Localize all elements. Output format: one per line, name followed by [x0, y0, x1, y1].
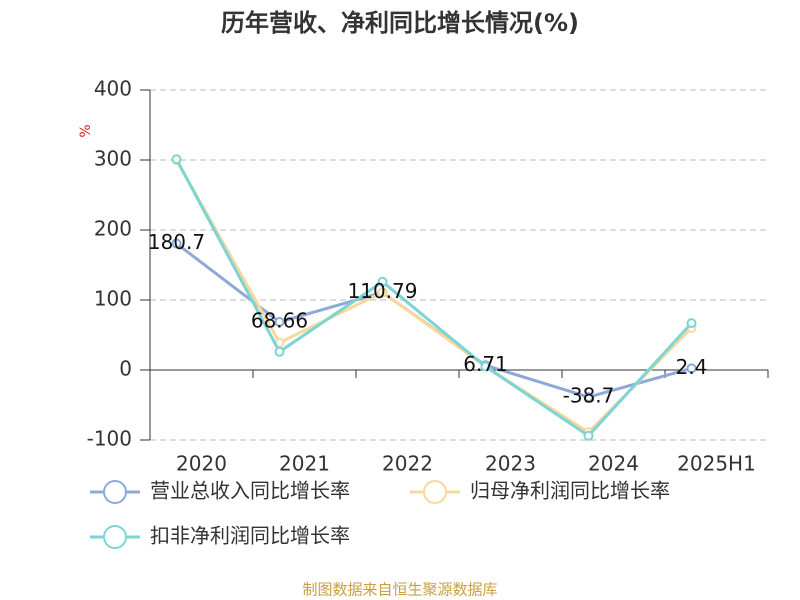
chart-title: 历年营收、净利同比增长情况(%) — [221, 9, 579, 37]
legend-label: 扣非净利润同比增长率 — [150, 524, 350, 548]
x-tick-label: 2025H1 — [677, 452, 756, 476]
data-label: 68.66 — [251, 308, 308, 332]
point — [171, 238, 182, 249]
data-label: -38.7 — [563, 384, 615, 408]
data-label: 6.71 — [463, 352, 508, 376]
legend-marker — [103, 525, 127, 549]
y-tick-label: 400 — [94, 77, 132, 101]
y-tick-label: -100 — [87, 427, 132, 451]
data-label: 110.79 — [348, 279, 418, 303]
y-tick-label: 300 — [94, 147, 132, 171]
point — [686, 318, 697, 329]
y-tick-label: 100 — [94, 287, 132, 311]
point — [583, 430, 594, 441]
legend-marker — [423, 480, 447, 504]
legend-marker — [103, 480, 127, 504]
x-tick-label: 2022 — [382, 452, 433, 476]
point — [686, 363, 697, 374]
legend-label: 归母净利润同比增长率 — [470, 479, 670, 503]
point — [583, 392, 594, 403]
y-unit: % — [78, 124, 94, 137]
x-tick-label: 2023 — [485, 452, 536, 476]
point — [274, 316, 285, 327]
x-tick-label: 2024 — [588, 452, 639, 476]
x-tick-label: 2021 — [279, 452, 330, 476]
data-label: 2.4 — [676, 355, 708, 379]
point — [274, 346, 285, 357]
point — [377, 287, 388, 298]
x-tick-label: 2020 — [176, 452, 227, 476]
point — [377, 276, 388, 287]
data-label: 180.7 — [148, 230, 205, 254]
source-note: 制图数据来自恒生聚源数据库 — [302, 581, 497, 599]
y-tick-label: 0 — [119, 357, 132, 381]
legend-label: 营业总收入同比增长率 — [150, 479, 350, 503]
point — [171, 154, 182, 165]
y-tick-label: 200 — [94, 217, 132, 241]
series-line — [175, 158, 693, 438]
point — [480, 361, 491, 372]
